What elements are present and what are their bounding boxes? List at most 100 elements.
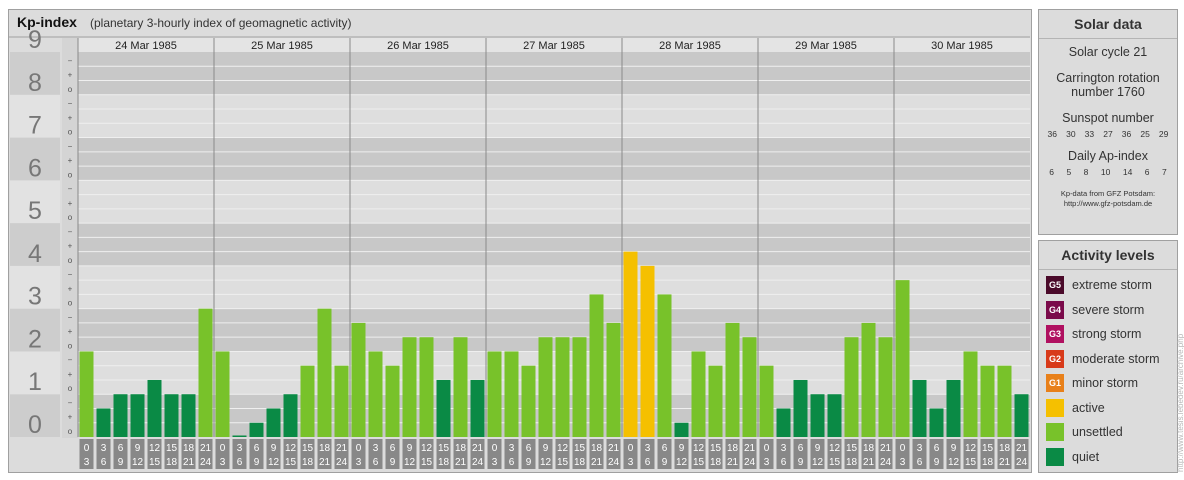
sunspot-value: 36 [1047, 129, 1058, 139]
kp-band [78, 265, 1030, 309]
interval-start-label: 3 [237, 443, 243, 454]
kp-bar [912, 379, 927, 437]
solar-cycle: Solar cycle 21 [1068, 45, 1148, 59]
y-minor-label: + [68, 71, 73, 80]
axis-band [10, 180, 60, 224]
interval-end-label: 15 [557, 457, 569, 468]
time-cell [810, 439, 825, 469]
y-minor-label: o [68, 128, 73, 137]
kp-bar [759, 365, 774, 437]
interval-start-label: 9 [271, 443, 277, 454]
interval-start-label: 3 [645, 443, 651, 454]
interval-start-label: 21 [880, 443, 892, 454]
y-minor-label: + [68, 156, 73, 165]
kp-bar [419, 337, 434, 437]
interval-start-label: 15 [438, 443, 450, 454]
interval-start-label: 12 [421, 443, 433, 454]
activity-level-severe-storm: G4 severe storm [1039, 298, 1177, 323]
interval-end-label: 3 [492, 457, 498, 468]
y-tick-label: 2 [28, 325, 42, 353]
time-cell [368, 439, 383, 469]
interval-end-label: 15 [421, 457, 433, 468]
interval-end-label: 21 [455, 457, 467, 468]
interval-end-label: 3 [356, 457, 362, 468]
interval-start-label: 6 [526, 443, 532, 454]
interval-end-label: 24 [1016, 457, 1028, 468]
activity-levels-panel: Activity levels G5 extreme storm G4 severe … [1038, 240, 1178, 473]
interval-start-label: 6 [934, 443, 940, 454]
y-minor-label: − [68, 313, 73, 322]
y-minor-label: − [68, 356, 73, 365]
kp-bar [623, 251, 638, 437]
kp-bar [708, 365, 723, 437]
time-cell [691, 439, 706, 469]
kp-bar [198, 308, 213, 437]
time-cell [198, 439, 213, 469]
level-swatch: G1 [1046, 374, 1064, 393]
carrington-number: number 1760 [1071, 85, 1145, 99]
interval-end-label: 24 [608, 457, 620, 468]
y-minor-label: + [68, 113, 73, 122]
axis-band [10, 52, 60, 95]
source-watermark: http://www.tesis.lebedev.ru/archive.php [1176, 333, 1184, 472]
interval-end-label: 6 [509, 457, 515, 468]
kp-bar [657, 294, 672, 437]
y-minor-label: o [68, 427, 73, 436]
kp-bar [130, 394, 145, 437]
time-cell [283, 439, 298, 469]
time-cell [946, 439, 961, 469]
sunspot-value: 36 [1121, 129, 1132, 139]
y-minor-label: + [68, 327, 73, 336]
interval-end-label: 21 [727, 457, 739, 468]
y-minor-label: o [68, 256, 73, 265]
kp-bar [810, 394, 825, 437]
y-minor-label: + [68, 199, 73, 208]
interval-start-label: 6 [118, 443, 124, 454]
sunspot-values: 36 30 33 27 36 25 29 [1039, 129, 1177, 139]
time-cell [402, 439, 417, 469]
interval-start-label: 18 [863, 443, 875, 454]
y-tick-label: 0 [28, 411, 42, 439]
credit-link[interactable]: http://www.gfz-potsdam.de [1063, 199, 1153, 208]
interval-end-label: 12 [404, 457, 416, 468]
minor-axis-column [62, 38, 78, 438]
activity-level-moderate-storm: G2 moderate storm [1039, 347, 1177, 372]
kp-bar [878, 337, 893, 437]
interval-start-label: 0 [628, 443, 634, 454]
interval-end-label: 24 [336, 457, 348, 468]
kp-bar [266, 408, 281, 437]
ap-value: 8 [1083, 167, 1089, 177]
interval-end-label: 6 [645, 457, 651, 468]
interval-start-label: 15 [166, 443, 178, 454]
y-tick-label: 4 [28, 240, 42, 268]
activity-level-active: active [1039, 396, 1177, 421]
level-swatch [1046, 447, 1064, 466]
kp-bar [861, 322, 876, 437]
interval-end-label: 6 [237, 457, 243, 468]
kp-bar [96, 408, 111, 437]
credit-text: Kp-data from GFZ Potsdam: [1060, 189, 1156, 198]
interval-start-label: 12 [829, 443, 841, 454]
interval-start-label: 12 [965, 443, 977, 454]
interval-start-label: 15 [982, 443, 994, 454]
kp-bar [589, 294, 604, 437]
kp-bar [946, 379, 961, 437]
time-cell [572, 439, 587, 469]
level-swatch: G4 [1046, 300, 1064, 319]
activity-level-extreme-storm: G5 extreme storm [1039, 273, 1177, 298]
interval-end-label: 9 [390, 457, 396, 468]
y-minor-label: − [68, 99, 73, 108]
interval-end-label: 21 [591, 457, 603, 468]
sunspot-title: Sunspot number [1062, 111, 1154, 125]
kp-bar [895, 280, 910, 437]
kp-bar [317, 308, 332, 437]
y-minor-label: − [68, 398, 73, 407]
activity-level-strong-storm: G3 strong storm [1039, 322, 1177, 347]
time-cell [844, 439, 859, 469]
ap-value: 6 [1144, 167, 1150, 177]
time-cell [963, 439, 978, 469]
interval-end-label: 21 [863, 457, 875, 468]
interval-start-label: 21 [472, 443, 484, 454]
kp-bar [640, 265, 655, 437]
